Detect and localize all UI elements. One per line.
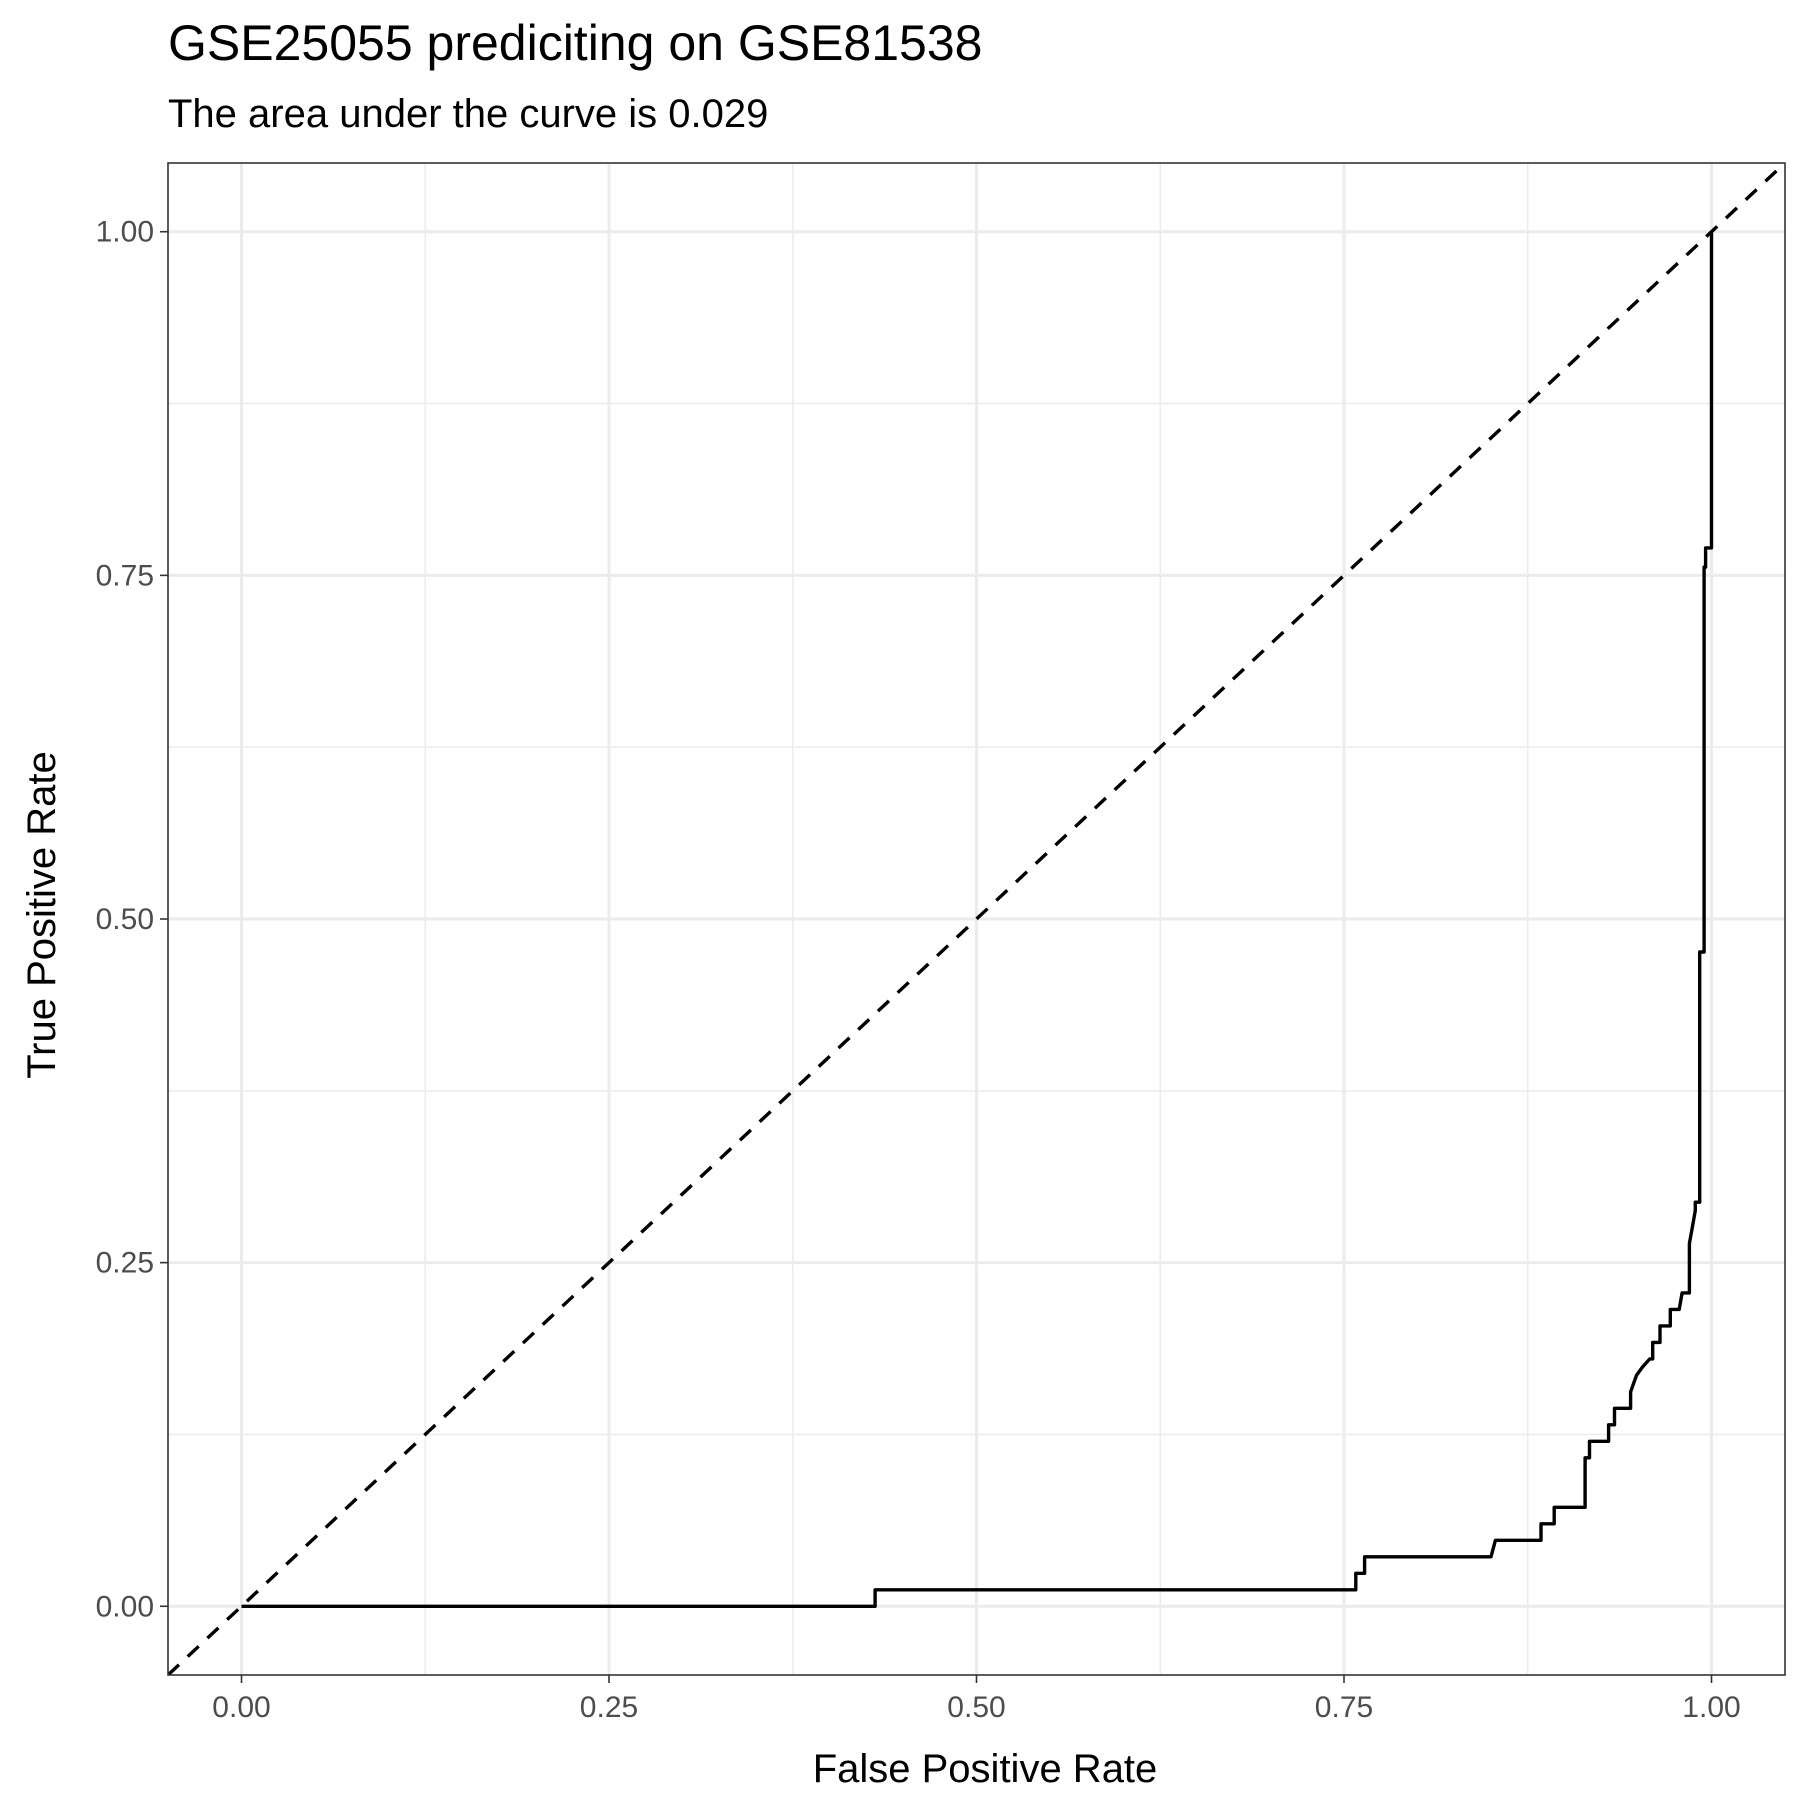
x-axis-label: False Positive Rate xyxy=(813,1747,1158,1791)
x-tick-label: 1.00 xyxy=(1682,1691,1740,1724)
y-tick-label: 1.00 xyxy=(96,216,154,249)
y-tick-label: 0.25 xyxy=(96,1247,154,1280)
y-tick-label: 0.50 xyxy=(96,903,154,936)
reference-diagonal-line xyxy=(168,163,1785,1675)
y-tick-label: 0.00 xyxy=(96,1590,154,1623)
y-axis-label: True Positive Rate xyxy=(20,751,64,1079)
y-tick-label: 0.75 xyxy=(96,559,154,592)
chart-title: GSE25055 prediciting on GSE81538 xyxy=(168,15,983,71)
x-tick-label: 0.75 xyxy=(1315,1691,1373,1724)
roc-curve-line xyxy=(241,231,1714,1609)
x-tick-label: 0.50 xyxy=(947,1691,1005,1724)
x-tick-label: 0.25 xyxy=(580,1691,638,1724)
x-tick-label: 0.00 xyxy=(212,1691,270,1724)
chart-subtitle: The area under the curve is 0.029 xyxy=(168,92,769,136)
